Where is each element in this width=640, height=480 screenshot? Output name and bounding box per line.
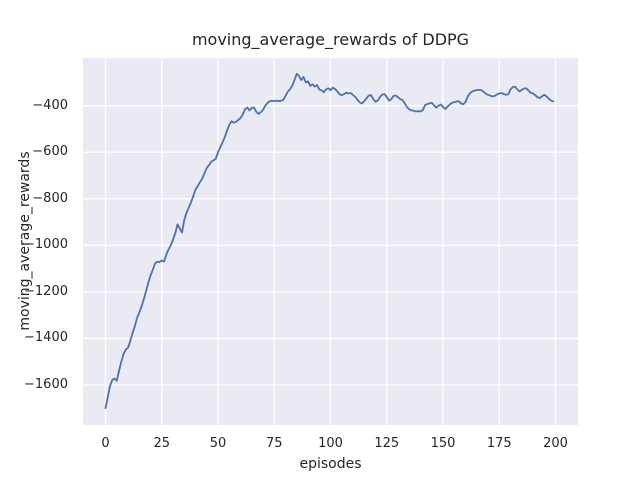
y-tick-label: −1400 (24, 330, 68, 346)
x-tick-label: 200 (543, 436, 568, 451)
x-tick-label: 0 (101, 436, 110, 451)
y-tick-label: −400 (32, 97, 68, 113)
series-line-moving_average_rewards (104, 72, 555, 410)
x-tick-label: 150 (430, 436, 456, 451)
y-tick-label: −1200 (24, 283, 68, 299)
plot-area (83, 58, 578, 425)
x-tick-label: 75 (265, 436, 283, 451)
line-chart-svg (83, 58, 578, 425)
x-tick-label: 25 (153, 436, 171, 451)
x-tick-label: 175 (486, 436, 512, 451)
y-tick-label: −1600 (24, 376, 68, 392)
x-tick-label: 50 (209, 436, 227, 451)
y-tick-label: −800 (32, 190, 68, 206)
x-axis-label: episodes (299, 456, 362, 472)
y-tick-label: −600 (32, 144, 68, 160)
x-tick-label: 100 (318, 436, 343, 451)
x-tick-label: 125 (374, 436, 400, 451)
chart-title: moving_average_rewards of DDPG (191, 30, 470, 49)
y-tick-label: −1000 (24, 237, 68, 253)
y-axis-label: moving_average_rewards (17, 151, 33, 331)
